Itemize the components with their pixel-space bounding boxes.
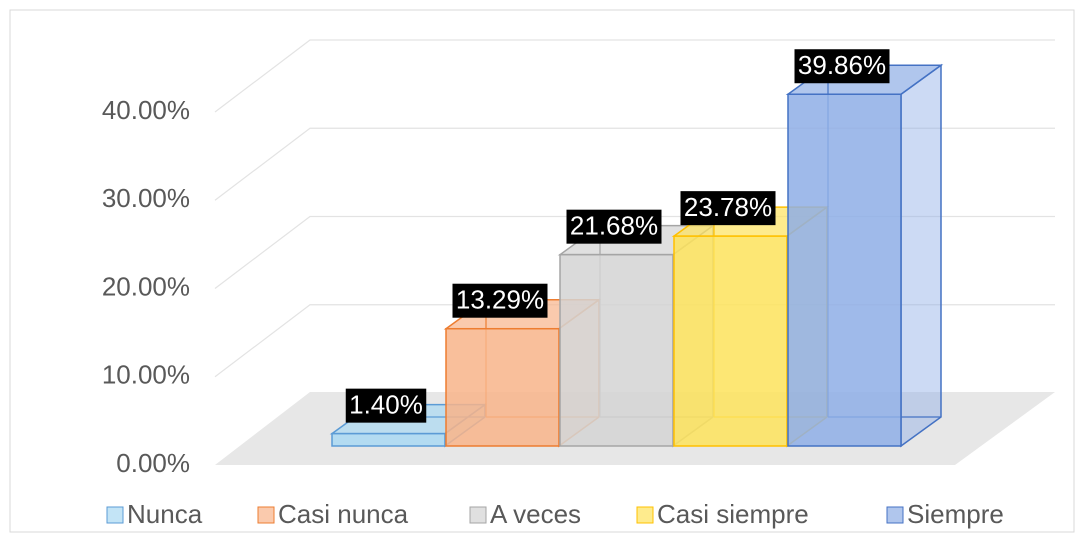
legend-swatch — [636, 506, 654, 524]
bar-side — [900, 63, 942, 448]
legend-swatch — [106, 506, 124, 524]
legend-label: A veces — [490, 499, 581, 529]
data-label-box — [680, 191, 776, 226]
bar-front — [445, 327, 560, 447]
legend-swatch — [469, 506, 487, 524]
data-label-box — [345, 388, 427, 423]
grid-line — [214, 39, 1055, 113]
legend-label: Casi siempre — [657, 499, 809, 529]
data-label: 23.78% — [684, 192, 772, 222]
y-tick-label: 30.00% — [102, 183, 190, 213]
legend-label: Casi nunca — [278, 499, 409, 529]
y-tick-label: 10.00% — [102, 360, 190, 390]
y-tick-label: 0.00% — [116, 448, 190, 478]
data-label: 1.40% — [349, 390, 423, 420]
bar-front — [787, 93, 902, 447]
data-label-box — [452, 283, 548, 318]
data-label: 13.29% — [456, 285, 544, 315]
legend-label: Nunca — [127, 499, 203, 529]
legend-label: Siempre — [907, 499, 1004, 529]
legend-swatch — [886, 506, 904, 524]
legend-swatch — [257, 506, 275, 524]
bar — [785, 63, 944, 448]
data-label-box — [566, 209, 662, 244]
bar-front — [559, 253, 674, 447]
data-label: 39.86% — [798, 50, 886, 80]
bar-front — [331, 432, 446, 447]
y-tick-label: 20.00% — [102, 271, 190, 301]
data-label-box — [794, 49, 890, 84]
data-label: 21.68% — [570, 211, 658, 241]
bar-front — [673, 235, 788, 447]
y-tick-label: 40.00% — [102, 95, 190, 125]
